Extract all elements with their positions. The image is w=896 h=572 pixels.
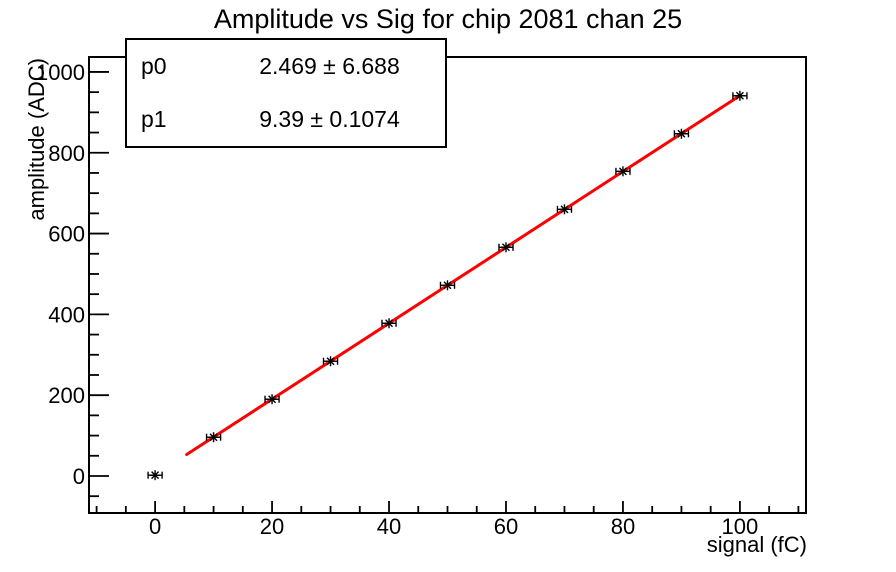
- x-axis-tick-label: 60: [494, 514, 518, 539]
- stats-row-p0: p0 2.469 ± 6.688: [127, 53, 445, 80]
- data-point: [556, 204, 573, 215]
- x-axis-tick-label: 20: [260, 514, 284, 539]
- fit-param-p1-label: p1: [141, 106, 167, 132]
- x-axis-tick-label: 100: [722, 514, 759, 539]
- stats-row-p1: p1 9.39 ± 0.1074: [127, 106, 445, 133]
- data-point: [205, 432, 222, 443]
- y-axis-tick-label: 600: [48, 222, 85, 247]
- plot-title: Amplitude vs Sig for chip 2081 chan 25: [213, 4, 683, 34]
- data-point: [673, 128, 690, 139]
- data-point: [322, 356, 339, 367]
- fit-line: [185, 94, 742, 457]
- fit-stats-box: p0 2.469 ± 6.688 p1 9.39 ± 0.1074: [125, 38, 447, 148]
- fit-param-p0-value: 2.469 ± 6.688: [259, 53, 400, 79]
- y-axis-tick-label: 0: [73, 464, 85, 489]
- y-axis-tick-label: 1000: [36, 60, 85, 85]
- data-point: [732, 90, 748, 101]
- x-axis-tick-label: 40: [377, 514, 401, 539]
- fit-param-p1-value: 9.39 ± 0.1074: [259, 106, 400, 132]
- x-axis-tick-label: 0: [149, 514, 161, 539]
- x-axis-tick-label: 80: [611, 514, 635, 539]
- data-point: [264, 394, 280, 405]
- data-point: [498, 242, 514, 253]
- y-axis-tick-label: 800: [48, 141, 85, 166]
- data-point: [381, 318, 397, 329]
- data-point: [147, 470, 163, 481]
- plot-frame: [88, 56, 807, 514]
- y-axis-tick-label: 400: [48, 302, 85, 327]
- x-axis-title: signal (fC): [707, 532, 807, 557]
- data-point: [439, 280, 456, 291]
- data-point: [615, 166, 631, 177]
- y-axis-title: amplitude (ADC): [24, 58, 49, 221]
- fit-param-p0-label: p0: [141, 53, 167, 79]
- y-axis-tick-label: 200: [48, 383, 85, 408]
